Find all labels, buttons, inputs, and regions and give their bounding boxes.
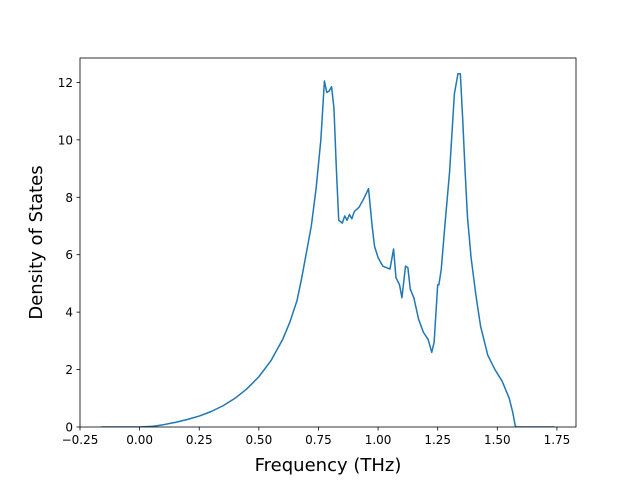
x-tick-label: 0.25: [186, 433, 213, 447]
x-tick-label: 0.00: [126, 433, 153, 447]
x-tick-label: 0.75: [305, 433, 332, 447]
y-tick-label: 12: [58, 76, 73, 90]
y-tick-label: 8: [65, 191, 73, 205]
x-tick-label: 1.25: [424, 433, 451, 447]
x-tick-label: 1.00: [365, 433, 392, 447]
axes-frame: [79, 57, 577, 428]
dos-series-line: [101, 73, 555, 427]
x-tick-label: 1.50: [484, 433, 511, 447]
plot-area: [101, 73, 555, 427]
x-axis-ticks: −0.25 0.00 0.25 0.50 0.75 1.00 1.25 1.50 1.75: [62, 427, 571, 447]
y-tick-label: 10: [58, 133, 73, 147]
y-tick-label: 4: [65, 306, 73, 320]
y-axis-ticks: 0 2 4 6 8 10 12: [58, 76, 80, 435]
x-tick-label: −0.25: [62, 433, 99, 447]
y-tick-label: 2: [65, 363, 73, 377]
y-tick-label: 0: [65, 421, 73, 435]
x-tick-label: 0.50: [245, 433, 272, 447]
y-tick-label: 6: [65, 248, 73, 262]
x-tick-label: 1.75: [544, 433, 571, 447]
x-axis-label: Frequency (THz): [255, 455, 402, 476]
y-axis-label: Density of States: [26, 165, 47, 319]
